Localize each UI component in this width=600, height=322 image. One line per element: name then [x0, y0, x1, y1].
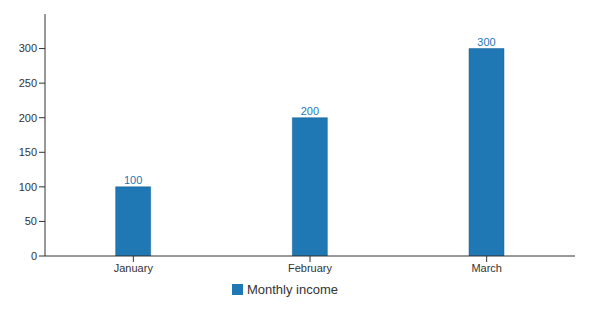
svg-text:0: 0 — [31, 250, 37, 262]
svg-text:February: February — [288, 262, 333, 274]
svg-text:200: 200 — [301, 105, 319, 117]
html-text:Monthly income: Monthly income — [247, 282, 338, 297]
svg-text:100: 100 — [19, 181, 37, 193]
svg-text:250: 250 — [19, 77, 37, 89]
svg-text:100: 100 — [124, 174, 142, 186]
svg-text:150: 150 — [19, 146, 37, 158]
svg-text:January: January — [114, 262, 154, 274]
svg-text:March: March — [471, 262, 502, 274]
svg-text:300: 300 — [19, 42, 37, 54]
svg-text:200: 200 — [19, 112, 37, 124]
svg-text:300: 300 — [477, 36, 495, 48]
svg-text:50: 50 — [25, 215, 37, 227]
